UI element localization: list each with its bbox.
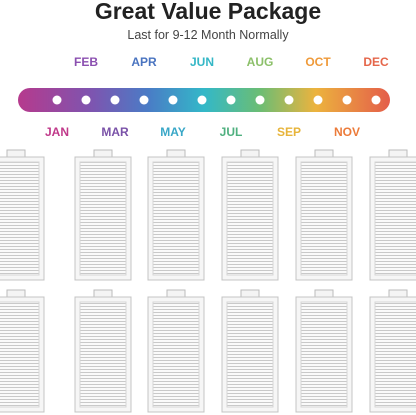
filter — [221, 289, 279, 413]
month-dot — [52, 95, 62, 105]
filter — [0, 289, 45, 413]
month-label: NOV — [334, 125, 360, 139]
filter — [295, 149, 353, 281]
month-label: OCT — [305, 55, 331, 69]
month-dot — [226, 95, 236, 105]
month-dot — [284, 95, 294, 105]
month-label: AUG — [247, 55, 274, 69]
filter — [295, 289, 353, 413]
month-label: FEB — [74, 55, 98, 69]
filter-mesh — [374, 301, 416, 408]
month-label: JUN — [190, 55, 214, 69]
filter-mesh — [79, 301, 127, 408]
filter-mesh — [0, 161, 40, 276]
month-label: JAN — [45, 125, 69, 139]
filter — [221, 149, 279, 281]
filter-mesh — [0, 301, 40, 408]
month-dot — [197, 95, 207, 105]
filter-mesh — [226, 301, 274, 408]
filter-mesh — [79, 161, 127, 276]
month-label: APR — [131, 55, 157, 69]
filter — [147, 149, 205, 281]
filter-mesh — [152, 301, 200, 408]
month-label: SEP — [277, 125, 301, 139]
filter-mesh — [226, 161, 274, 276]
filter — [147, 289, 205, 413]
filter-mesh — [374, 161, 416, 276]
filter-mesh — [300, 161, 348, 276]
month-label: MAY — [160, 125, 186, 139]
filter-mesh — [300, 301, 348, 408]
month-label: DEC — [363, 55, 389, 69]
month-dot — [110, 95, 120, 105]
month-dot — [168, 95, 178, 105]
month-dot — [342, 95, 352, 105]
month-dot — [255, 95, 265, 105]
month-dot — [81, 95, 91, 105]
subtitle: Last for 9-12 Month Normally — [127, 28, 289, 42]
filter — [369, 149, 416, 281]
month-dot — [371, 95, 381, 105]
month-dot — [313, 95, 323, 105]
filter — [369, 289, 416, 413]
filter — [0, 149, 45, 281]
month-label: MAR — [101, 125, 129, 139]
month-label: JUL — [220, 125, 243, 139]
filter — [74, 149, 132, 281]
title: Great Value Package — [95, 0, 321, 24]
filter-mesh — [152, 161, 200, 276]
month-dot — [139, 95, 149, 105]
filter — [74, 289, 132, 413]
